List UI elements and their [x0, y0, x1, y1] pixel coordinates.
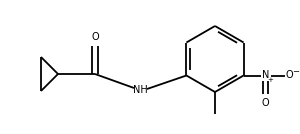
- Text: −: −: [292, 67, 299, 76]
- Text: O: O: [262, 98, 269, 107]
- Text: O: O: [286, 70, 293, 81]
- Text: NH: NH: [133, 85, 147, 95]
- Text: O: O: [91, 32, 99, 42]
- Text: N: N: [262, 70, 269, 81]
- Text: +: +: [268, 77, 274, 83]
